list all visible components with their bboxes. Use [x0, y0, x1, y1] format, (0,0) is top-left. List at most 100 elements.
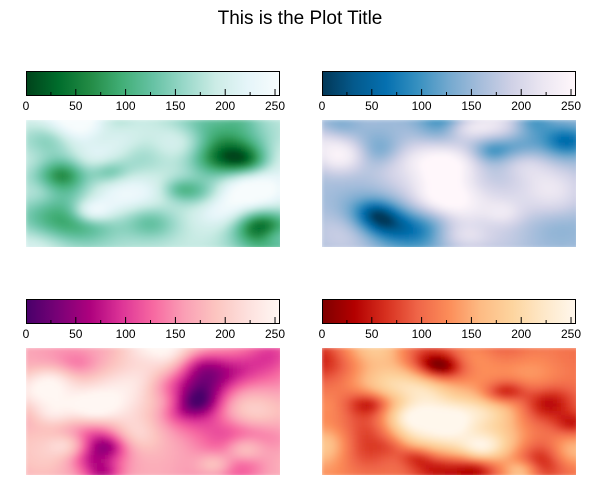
heatmap-cell: [357, 211, 363, 217]
heatmap-cell: [101, 151, 107, 157]
heatmap-cell: [149, 391, 155, 397]
heatmap-cell: [49, 139, 55, 145]
heatmap-cell: [26, 348, 31, 353]
heatmap-cell: [157, 163, 163, 169]
heatmap-cell: [45, 151, 51, 157]
heatmap-cell: [561, 171, 567, 177]
heatmap-cell: [213, 195, 219, 201]
heatmap-cell: [277, 143, 280, 149]
heatmap-cell: [105, 348, 111, 353]
heatmap-cell: [49, 379, 55, 385]
heatmap-cell: [461, 207, 467, 213]
heatmap-cell: [205, 348, 211, 353]
heatmap-cell: [173, 163, 179, 169]
heatmap-cell: [381, 187, 387, 193]
heatmap-cell: [217, 203, 223, 209]
heatmap-cell: [573, 171, 576, 177]
heatmap-cell: [57, 123, 63, 129]
heatmap-cell: [45, 135, 51, 141]
heatmap-cell: [105, 123, 111, 129]
heatmap-cell: [41, 155, 47, 161]
heatmap-cell: [457, 207, 463, 213]
heatmap-cell: [377, 139, 383, 145]
heatmap-cell: [337, 239, 343, 245]
heatmap-cell: [149, 223, 155, 229]
heatmap-cell: [353, 147, 359, 153]
heatmap-cell: [549, 215, 555, 221]
heatmap-cell: [61, 235, 67, 241]
heatmap-cell: [77, 383, 83, 389]
heatmap-cell: [229, 151, 235, 157]
heatmap-cell: [185, 175, 191, 181]
heatmap-cell: [197, 211, 203, 217]
heatmap-cell: [277, 371, 280, 377]
heatmap-cell: [517, 183, 523, 189]
heatmap-cell: [333, 120, 339, 125]
heatmap-cell: [189, 151, 195, 157]
heatmap-cell: [521, 139, 527, 145]
heatmap-cell: [217, 191, 223, 197]
heatmap-cell: [41, 135, 47, 141]
heatmap-cell: [185, 191, 191, 197]
heatmap-cell: [125, 211, 131, 217]
heatmap-cell: [377, 203, 383, 209]
heatmap-cell: [257, 363, 263, 369]
heatmap-cell: [261, 195, 267, 201]
heatmap-cell: [153, 371, 159, 377]
heatmap-cell: [377, 211, 383, 217]
heatmap-cell: [277, 195, 280, 201]
heatmap-cell: [141, 231, 147, 237]
heatmap-cell: [373, 211, 379, 217]
heatmap-cell: [441, 127, 447, 133]
heatmap-cell: [129, 379, 135, 385]
heatmap-cell: [181, 167, 187, 173]
heatmap-cell: [509, 127, 515, 133]
heatmap-cell: [185, 143, 191, 149]
heatmap-cell: [557, 179, 563, 185]
heatmap-cell: [401, 235, 407, 241]
heatmap-cell: [77, 395, 83, 401]
heatmap-cell: [153, 379, 159, 385]
heatmap-cell: [133, 120, 139, 125]
heatmap-cell: [29, 219, 35, 225]
heatmap-cell: [425, 195, 431, 201]
heatmap-cell: [97, 363, 103, 369]
heatmap-cell: [121, 199, 127, 205]
heatmap-cell: [521, 147, 527, 153]
heatmap-cell: [433, 139, 439, 145]
heatmap-cell: [397, 120, 403, 125]
heatmap-cell: [437, 235, 443, 241]
heatmap-cell: [269, 175, 275, 181]
heatmap-cell: [157, 371, 163, 377]
heatmap-cell: [213, 159, 219, 165]
heatmap-cell: [329, 131, 335, 137]
heatmap-cell: [537, 123, 543, 129]
heatmap-cell: [133, 239, 139, 245]
heatmap-cell: [53, 367, 59, 373]
heatmap-cell: [337, 203, 343, 209]
heatmap-cell: [525, 175, 531, 181]
heatmap-cell: [149, 243, 155, 247]
heatmap-cell: [241, 387, 247, 393]
heatmap-cell: [161, 120, 167, 125]
heatmap-cell: [241, 147, 247, 153]
heatmap-cell: [357, 199, 363, 205]
heatmap-cell: [49, 127, 55, 133]
heatmap-cell: [201, 371, 207, 377]
heatmap-cell: [561, 195, 567, 201]
heatmap-cell: [185, 207, 191, 213]
heatmap-cell: [29, 187, 35, 193]
heatmap-cell: [41, 143, 47, 149]
heatmap-cell: [129, 375, 135, 381]
heatmap-cell: [113, 131, 119, 137]
heatmap-cell: [345, 143, 351, 149]
heatmap-cell: [209, 203, 215, 209]
heatmap-cell: [29, 151, 35, 157]
heatmap-cell: [89, 131, 95, 137]
heatmap-cell: [81, 167, 87, 173]
heatmap-cell: [361, 223, 367, 229]
heatmap-cell: [161, 159, 167, 165]
heatmap-cell: [473, 203, 479, 209]
heatmap-cell: [233, 127, 239, 133]
heatmap-cell: [137, 351, 143, 357]
